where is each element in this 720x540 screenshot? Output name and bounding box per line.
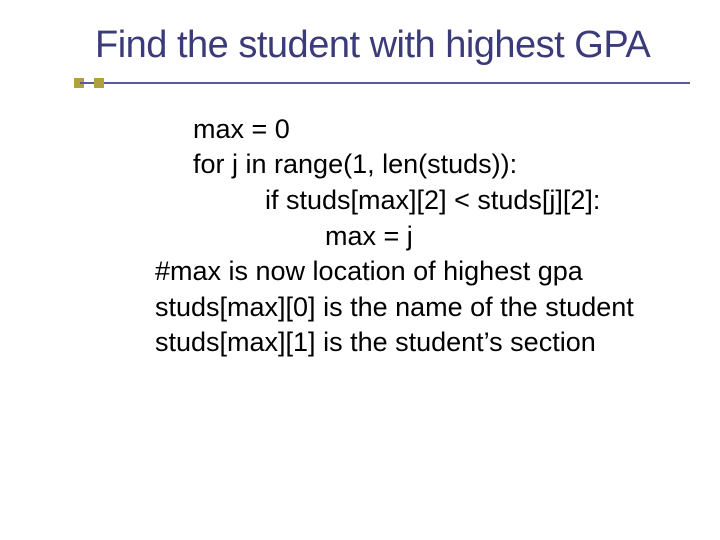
title-block: Find the student with highest GPA — [95, 24, 680, 90]
accent-square-icon — [94, 78, 104, 88]
code-line: max = 0 — [193, 112, 680, 148]
slide-body: max = 0 for j in range(1, len(studs)): i… — [155, 112, 680, 361]
code-line: studs[max][1] is the student’s section — [155, 325, 680, 361]
horizontal-rule — [80, 82, 690, 84]
code-line: if studs[max][2] < studs[j][2]: — [265, 183, 680, 219]
code-line: studs[max][0] is the name of the student — [155, 290, 680, 326]
code-line: max = j — [325, 219, 680, 255]
code-line: #max is now location of highest gpa — [155, 254, 680, 290]
title-underline — [80, 78, 680, 90]
slide: Find the student with highest GPA max = … — [0, 0, 720, 540]
slide-title: Find the student with highest GPA — [95, 24, 680, 68]
code-line: for j in range(1, len(studs)): — [193, 147, 680, 183]
